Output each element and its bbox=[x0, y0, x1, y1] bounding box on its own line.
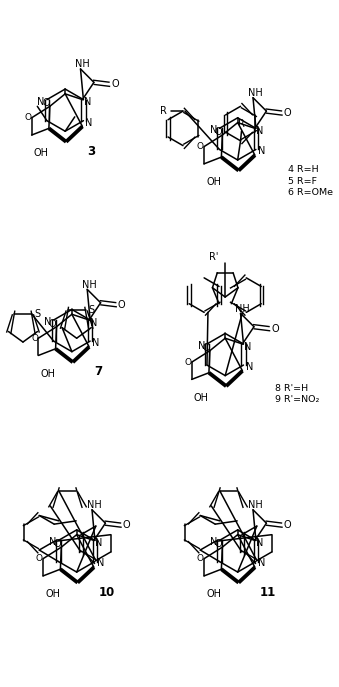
Text: 9 R'=NO₂: 9 R'=NO₂ bbox=[275, 395, 319, 404]
Text: OH: OH bbox=[206, 589, 221, 599]
Text: N: N bbox=[85, 117, 93, 128]
Text: 6 R=OMe: 6 R=OMe bbox=[287, 188, 333, 197]
Text: R: R bbox=[238, 119, 245, 128]
Text: N: N bbox=[97, 559, 104, 568]
Text: O: O bbox=[111, 79, 119, 89]
Text: O: O bbox=[31, 334, 38, 343]
Text: N: N bbox=[38, 96, 45, 106]
Text: N: N bbox=[44, 317, 52, 327]
Text: N: N bbox=[95, 539, 102, 548]
Text: R': R' bbox=[209, 251, 218, 262]
Text: N: N bbox=[258, 146, 265, 157]
Text: N: N bbox=[210, 125, 217, 135]
Text: O: O bbox=[215, 127, 222, 137]
Text: N: N bbox=[49, 537, 56, 548]
Text: N: N bbox=[83, 98, 91, 107]
Text: NH: NH bbox=[235, 304, 250, 313]
Text: 8 R'=H: 8 R'=H bbox=[275, 383, 308, 392]
Text: NH: NH bbox=[247, 500, 262, 510]
Text: O: O bbox=[284, 520, 291, 530]
Text: O: O bbox=[184, 358, 191, 367]
Text: OH: OH bbox=[45, 589, 60, 599]
Text: R: R bbox=[160, 106, 167, 116]
Text: 3: 3 bbox=[87, 145, 95, 158]
Text: N: N bbox=[198, 341, 205, 351]
Text: O: O bbox=[123, 520, 130, 530]
Text: OH: OH bbox=[34, 148, 49, 158]
Text: NH: NH bbox=[75, 59, 90, 69]
Text: N: N bbox=[92, 338, 100, 348]
Text: O: O bbox=[271, 324, 279, 334]
Text: NH: NH bbox=[247, 88, 262, 98]
Text: NH: NH bbox=[86, 500, 101, 510]
Text: S: S bbox=[35, 309, 41, 319]
Text: OH: OH bbox=[206, 177, 221, 187]
Text: 10: 10 bbox=[99, 586, 115, 598]
Text: O: O bbox=[215, 539, 222, 550]
Text: N: N bbox=[245, 362, 253, 372]
Text: O: O bbox=[49, 319, 57, 329]
Text: N: N bbox=[256, 126, 263, 136]
Text: O: O bbox=[42, 98, 50, 109]
Text: S: S bbox=[88, 306, 95, 315]
Text: 5 R=F: 5 R=F bbox=[287, 177, 317, 185]
Text: O: O bbox=[118, 300, 125, 310]
Text: NH: NH bbox=[82, 280, 97, 289]
Text: O: O bbox=[24, 113, 31, 122]
Text: N: N bbox=[256, 539, 263, 548]
Text: OH: OH bbox=[194, 393, 209, 403]
Text: N: N bbox=[210, 537, 217, 548]
Text: OH: OH bbox=[41, 369, 56, 379]
Text: O: O bbox=[197, 142, 204, 151]
Text: 4 R=H: 4 R=H bbox=[287, 165, 318, 174]
Text: N: N bbox=[258, 559, 265, 568]
Text: O: O bbox=[54, 539, 61, 550]
Text: 7: 7 bbox=[94, 365, 102, 379]
Text: O: O bbox=[202, 343, 210, 353]
Text: O: O bbox=[197, 554, 204, 563]
Text: 11: 11 bbox=[260, 586, 276, 598]
Text: N: N bbox=[243, 342, 251, 352]
Text: N: N bbox=[90, 318, 98, 328]
Text: O: O bbox=[284, 108, 291, 118]
Text: O: O bbox=[36, 554, 43, 563]
